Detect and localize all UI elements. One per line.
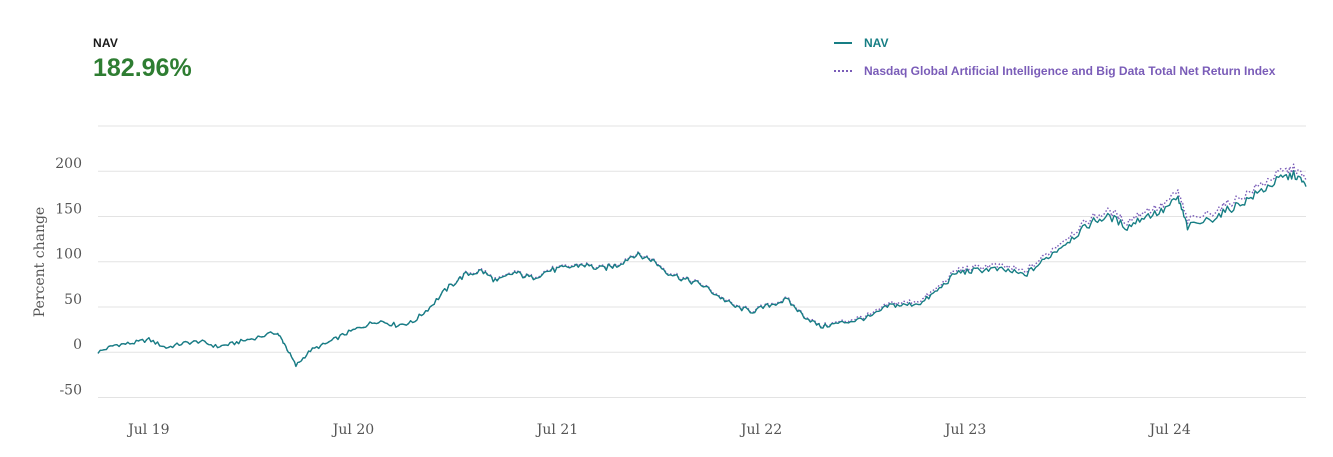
readout-value: 182.96% [93, 54, 192, 82]
x-axis-ticks: Jul 19 Jul 20 Jul 21 Jul 22 Jul 23 Jul 24 [126, 422, 1191, 438]
legend-item-index[interactable]: Nasdaq Global Artificial Intelligence an… [834, 64, 1275, 78]
series-line-nav [97, 170, 1307, 368]
chart-legend: NAV Nasdaq Global Artificial Intelligenc… [834, 36, 1275, 92]
series-lines [97, 163, 1307, 368]
x-tick-label: Jul 23 [943, 422, 986, 438]
legend-label-index: Nasdaq Global Artificial Intelligence an… [864, 64, 1276, 78]
grid-lines [98, 125, 1306, 398]
x-tick-label: Jul 22 [739, 422, 782, 438]
y-tick-label: 50 [64, 292, 82, 308]
x-tick-label: Jul 19 [126, 422, 169, 438]
y-tick-label: 200 [55, 156, 82, 172]
x-tick-label: Jul 20 [331, 422, 374, 438]
legend-swatch-nav [834, 42, 852, 44]
y-tick-label: 0 [73, 337, 82, 353]
x-tick-label: Jul 24 [1147, 422, 1190, 438]
y-tick-label: -50 [59, 382, 82, 398]
x-tick-label: Jul 21 [535, 422, 578, 438]
legend-label-nav: NAV [864, 36, 889, 50]
legend-item-nav[interactable]: NAV [834, 36, 1275, 50]
y-axis-label: Percent change [32, 207, 48, 317]
nav-readout: NAV 182.96% [93, 36, 192, 83]
y-axis-ticks: 200 150 100 50 0 -50 [55, 156, 82, 398]
readout-label: NAV [93, 36, 119, 50]
legend-swatch-index [834, 70, 852, 72]
y-tick-label: 100 [55, 247, 82, 263]
y-tick-label: 150 [55, 201, 82, 217]
